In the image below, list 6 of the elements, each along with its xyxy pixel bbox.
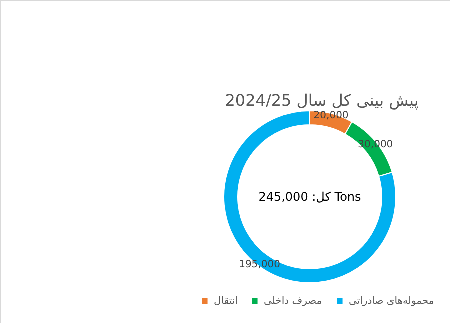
text: کل: 245,000 Tons bbox=[258, 190, 362, 204]
legend-label: مصرف داخلی bbox=[264, 296, 322, 308]
legend-label: محموله‌های صادراتی bbox=[349, 296, 434, 308]
donut-slice bbox=[224, 110, 396, 284]
legend-label: انتقال bbox=[214, 296, 238, 308]
chart-title: پیش بینی کل سال 2024/25 bbox=[225, 91, 419, 110]
